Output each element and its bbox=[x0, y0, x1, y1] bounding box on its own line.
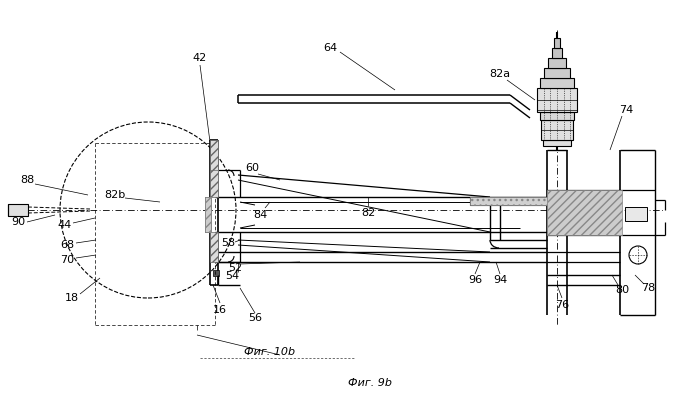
Text: 82b: 82b bbox=[104, 190, 125, 200]
Text: 90: 90 bbox=[11, 217, 25, 227]
Text: 76: 76 bbox=[555, 300, 569, 310]
Bar bbox=[470, 197, 547, 205]
Text: 64: 64 bbox=[323, 43, 337, 53]
Bar bbox=[548, 58, 566, 68]
Bar bbox=[552, 48, 562, 58]
Text: 54: 54 bbox=[225, 271, 239, 281]
Text: 56: 56 bbox=[248, 313, 262, 323]
Text: 82: 82 bbox=[361, 208, 375, 218]
Text: 16: 16 bbox=[213, 305, 227, 315]
Bar bbox=[625, 207, 647, 221]
Text: 42: 42 bbox=[193, 53, 207, 63]
Bar bbox=[210, 232, 218, 262]
Text: 44: 44 bbox=[58, 220, 72, 230]
Bar bbox=[541, 120, 573, 140]
Text: 68: 68 bbox=[60, 240, 74, 250]
Bar bbox=[554, 38, 560, 48]
Bar bbox=[205, 197, 211, 232]
Bar bbox=[213, 270, 219, 276]
Bar bbox=[8, 204, 28, 216]
Bar bbox=[470, 197, 547, 205]
Text: 52: 52 bbox=[228, 263, 242, 273]
Bar bbox=[210, 140, 218, 195]
Text: 84: 84 bbox=[253, 210, 267, 220]
Bar bbox=[210, 170, 218, 197]
Bar bbox=[543, 140, 571, 146]
Bar bbox=[537, 88, 577, 112]
Bar bbox=[540, 112, 574, 120]
Text: 78: 78 bbox=[641, 283, 655, 293]
Bar bbox=[205, 197, 211, 232]
Text: 94: 94 bbox=[493, 275, 507, 285]
Text: 80: 80 bbox=[615, 285, 629, 295]
Bar bbox=[544, 68, 570, 78]
Text: 88: 88 bbox=[20, 175, 34, 185]
Text: 82a: 82a bbox=[489, 69, 510, 79]
Text: Фиг. 10b: Фиг. 10b bbox=[244, 347, 295, 357]
Text: Фиг. 9b: Фиг. 9b bbox=[348, 378, 392, 388]
Bar bbox=[547, 190, 622, 235]
Text: 96: 96 bbox=[468, 275, 482, 285]
Text: 74: 74 bbox=[619, 105, 633, 115]
Text: 58: 58 bbox=[221, 238, 235, 248]
Bar bbox=[540, 78, 574, 88]
Text: 70: 70 bbox=[60, 255, 74, 265]
Text: 18: 18 bbox=[65, 293, 79, 303]
Text: 60: 60 bbox=[245, 163, 259, 173]
